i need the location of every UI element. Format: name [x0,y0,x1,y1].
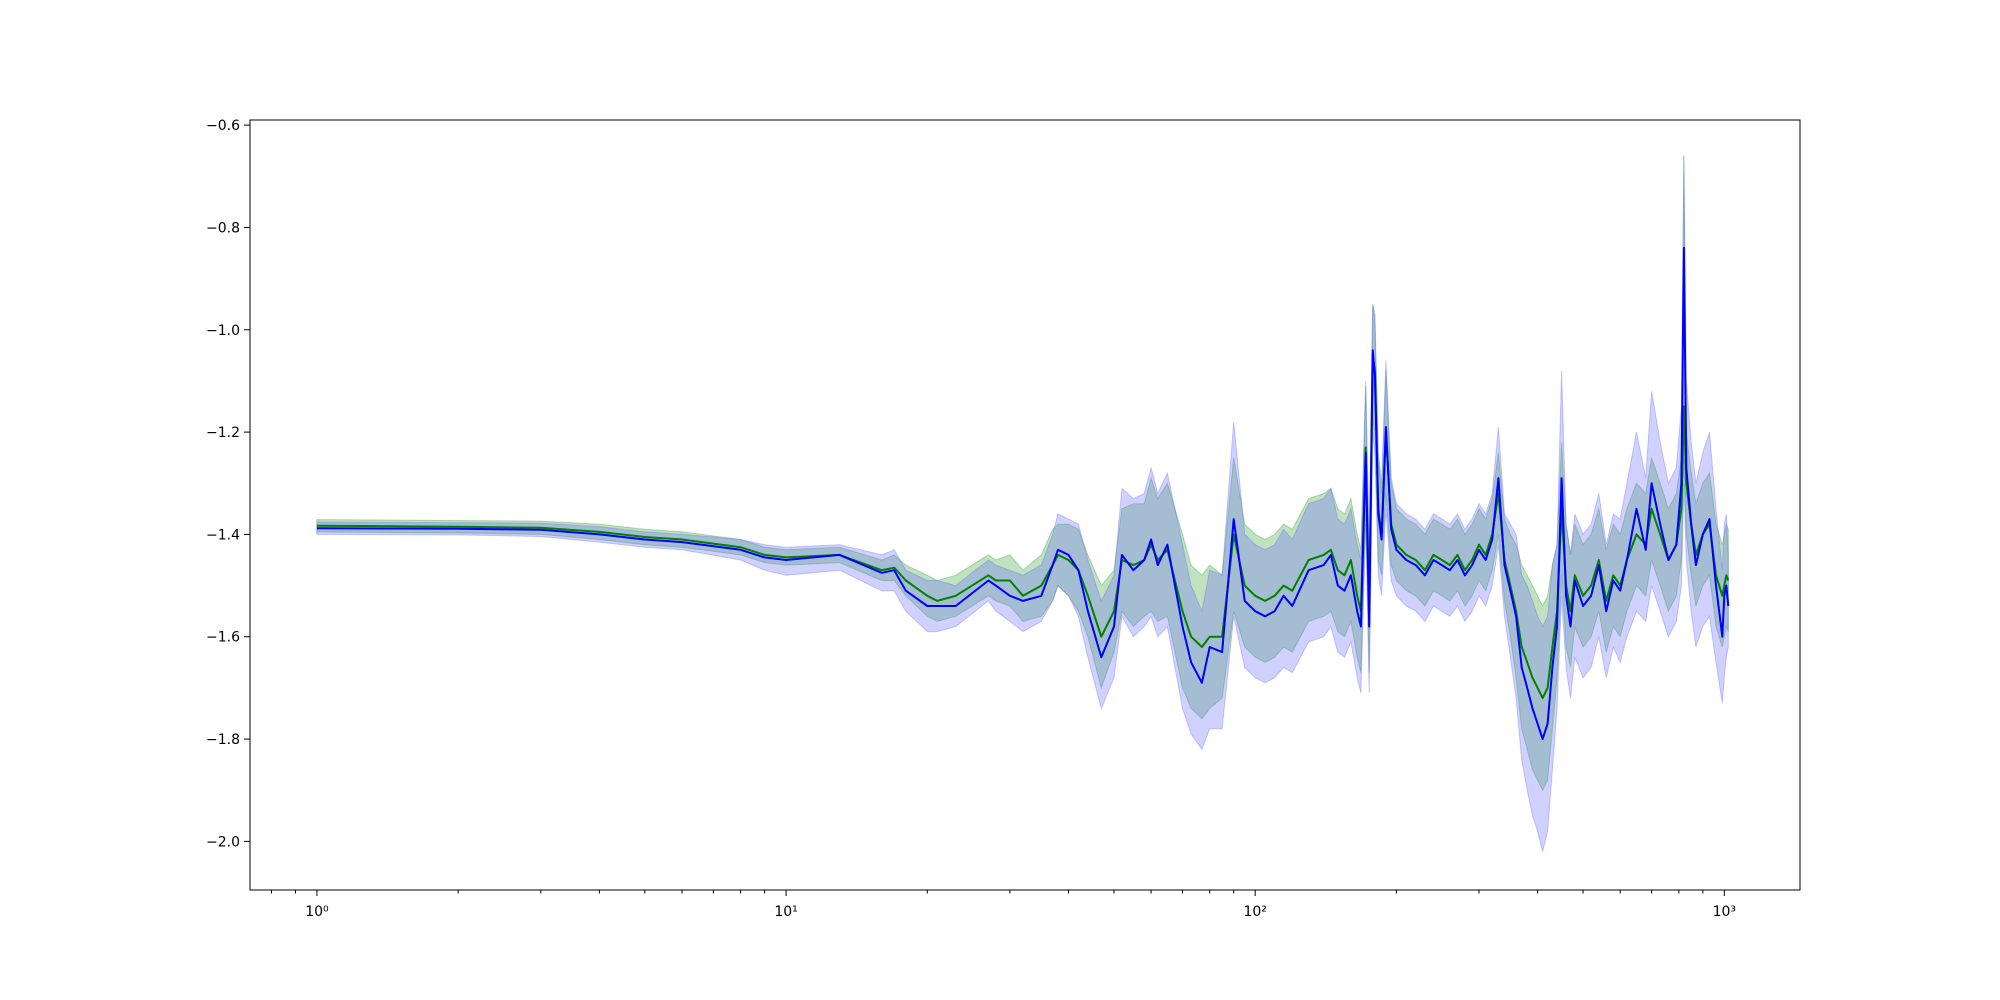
series-1-band [316,155,1729,792]
x-tick-label: 10⁰ [305,904,329,920]
x-tick-label: 10¹ [774,904,797,920]
y-tick-label: −1.4 [206,527,240,543]
y-tick-label: −2.0 [206,834,240,850]
y-tick-label: −0.8 [206,220,240,236]
y-axis: −0.6 −0.8 −1.0 −1.2 −1.4 −1.6 −1.8 −2.0 [206,118,250,850]
plot-area-frame [249,119,1801,891]
confidence-bands [316,155,1729,852]
series-2-line [316,246,1730,741]
series-lines [316,246,1730,741]
y-tick-label: −1.0 [206,323,240,339]
y-tick-label: −1.8 [206,732,240,748]
y-tick-label: −1.2 [206,425,240,441]
y-tick-label: −1.6 [206,630,240,646]
x-tick-label: 10² [1243,904,1266,920]
y-tick-label: −0.6 [206,118,240,134]
x-axis: 10⁰ 10¹ 10² 10³ [270,890,1736,920]
series-2-band [316,155,1729,852]
x-tick-label: 10³ [1713,904,1736,920]
